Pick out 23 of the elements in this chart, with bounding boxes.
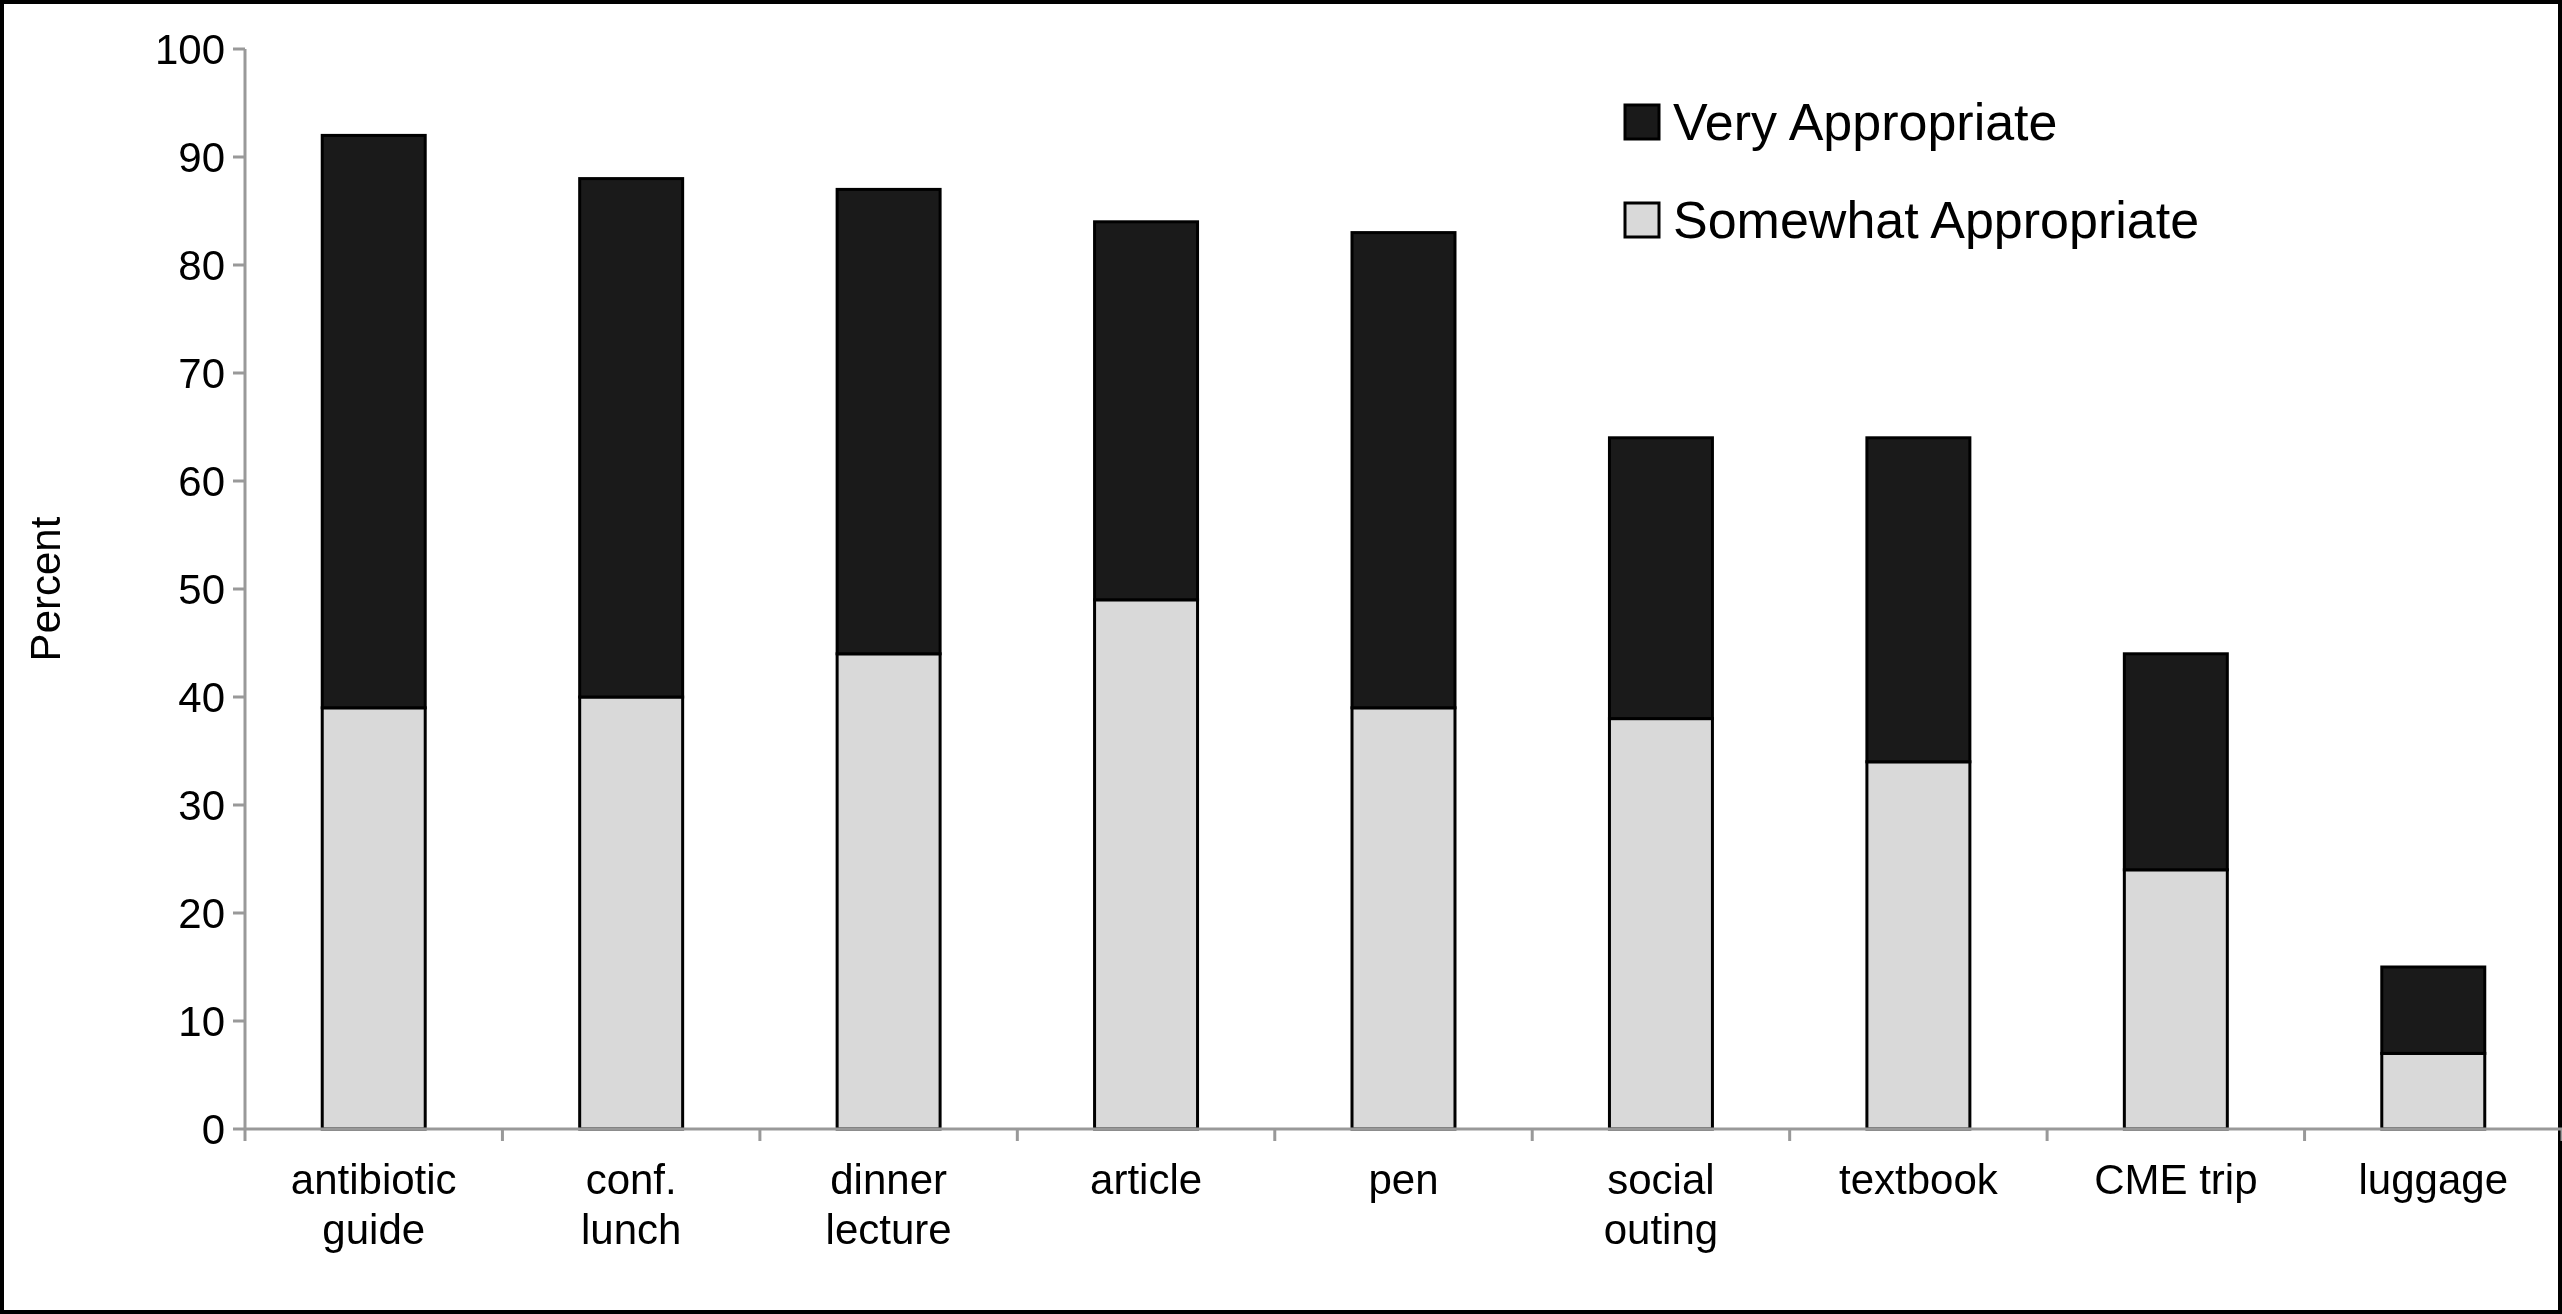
- y-tick-label: 90: [178, 133, 225, 181]
- x-tick-label: luggage: [2358, 1156, 2509, 1203]
- y-axis-title: Percent: [22, 516, 69, 662]
- x-tick-label: CME trip: [2094, 1156, 2258, 1203]
- y-tick-label: 100: [154, 25, 225, 73]
- x-tick-label: social outing: [1603, 1156, 1719, 1254]
- y-tick-label: 40: [178, 673, 225, 721]
- y-tick-label: 60: [178, 457, 225, 505]
- x-tick-label: conf. lunch: [580, 1156, 682, 1254]
- x-tick-label: textbook: [1839, 1156, 1999, 1203]
- y-tick-label: 0: [201, 1105, 225, 1153]
- legend-label: Very Appropriate: [1673, 93, 2058, 152]
- x-tick-label: article: [1090, 1156, 1203, 1203]
- y-tick-label: 10: [178, 997, 225, 1045]
- y-tick-label: 50: [178, 565, 225, 613]
- y-tick-label: 80: [178, 241, 225, 289]
- legend-label: Somewhat Appropriate: [1673, 191, 2200, 250]
- x-tick-label: antibiotic guide: [290, 1156, 457, 1254]
- x-tick-label: pen: [1368, 1156, 1439, 1203]
- x-tick-label: dinner lecture: [825, 1156, 952, 1254]
- y-tick-label: 70: [178, 349, 225, 397]
- y-tick-label: 30: [178, 781, 225, 829]
- y-tick-label: 20: [178, 889, 225, 937]
